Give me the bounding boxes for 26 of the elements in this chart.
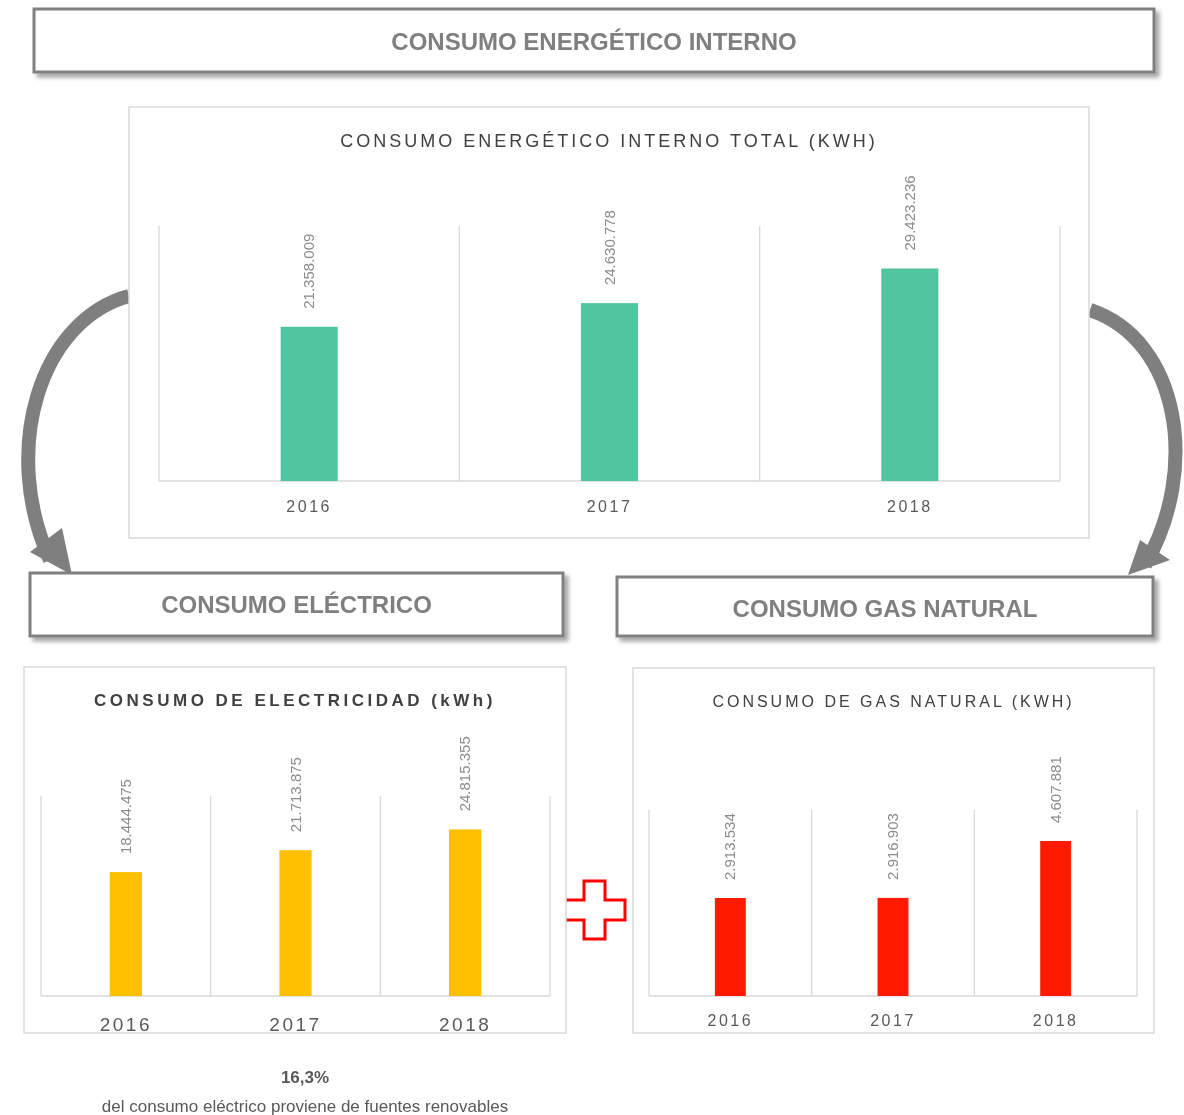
x-tick-label: 2016	[286, 498, 332, 515]
data-label: 18.444.475	[116, 779, 134, 855]
chart-title: CONSUMO DE GAS NATURAL (KWH)	[712, 693, 1075, 710]
x-tick-label: 2017	[269, 1014, 322, 1035]
text: CONSUMO GAS NATURAL	[732, 595, 1038, 622]
data-label: 24.630.778	[600, 210, 618, 286]
data-label: 29.423.236	[900, 175, 918, 251]
text: CONSUMO ENERGÉTICO INTERNO	[391, 28, 797, 55]
x-tick-label: 2017	[870, 1012, 916, 1029]
x-tick-label: 2018	[1032, 1012, 1079, 1029]
text: del consumo eléctrico proviene de fuentes renovables	[101, 1097, 509, 1115]
data-label: 4.607.881	[1046, 756, 1064, 823]
chart-title: CONSUMO DE ELECTRICIDAD (kWh)	[94, 691, 496, 710]
text: CONSUMO ELÉCTRICO	[161, 591, 432, 618]
x-tick-label: 2016	[99, 1014, 152, 1035]
x-tick-label: 2017	[586, 498, 633, 515]
x-tick-label: 2016	[707, 1012, 754, 1029]
x-tick-label: 2018	[887, 498, 933, 515]
data-label: 21.713.875	[286, 757, 304, 833]
x-tick-label: 2018	[439, 1014, 492, 1035]
data-label: 2.913.534	[721, 813, 739, 880]
data-label: 2.916.903	[884, 813, 901, 880]
text: 16,3%	[280, 1068, 330, 1087]
chart-title: CONSUMO ENERGÉTICO INTERNO TOTAL (KWH)	[340, 131, 878, 151]
data-label: 21.358.009	[300, 233, 318, 309]
data-label: 24.815.355	[456, 736, 474, 812]
